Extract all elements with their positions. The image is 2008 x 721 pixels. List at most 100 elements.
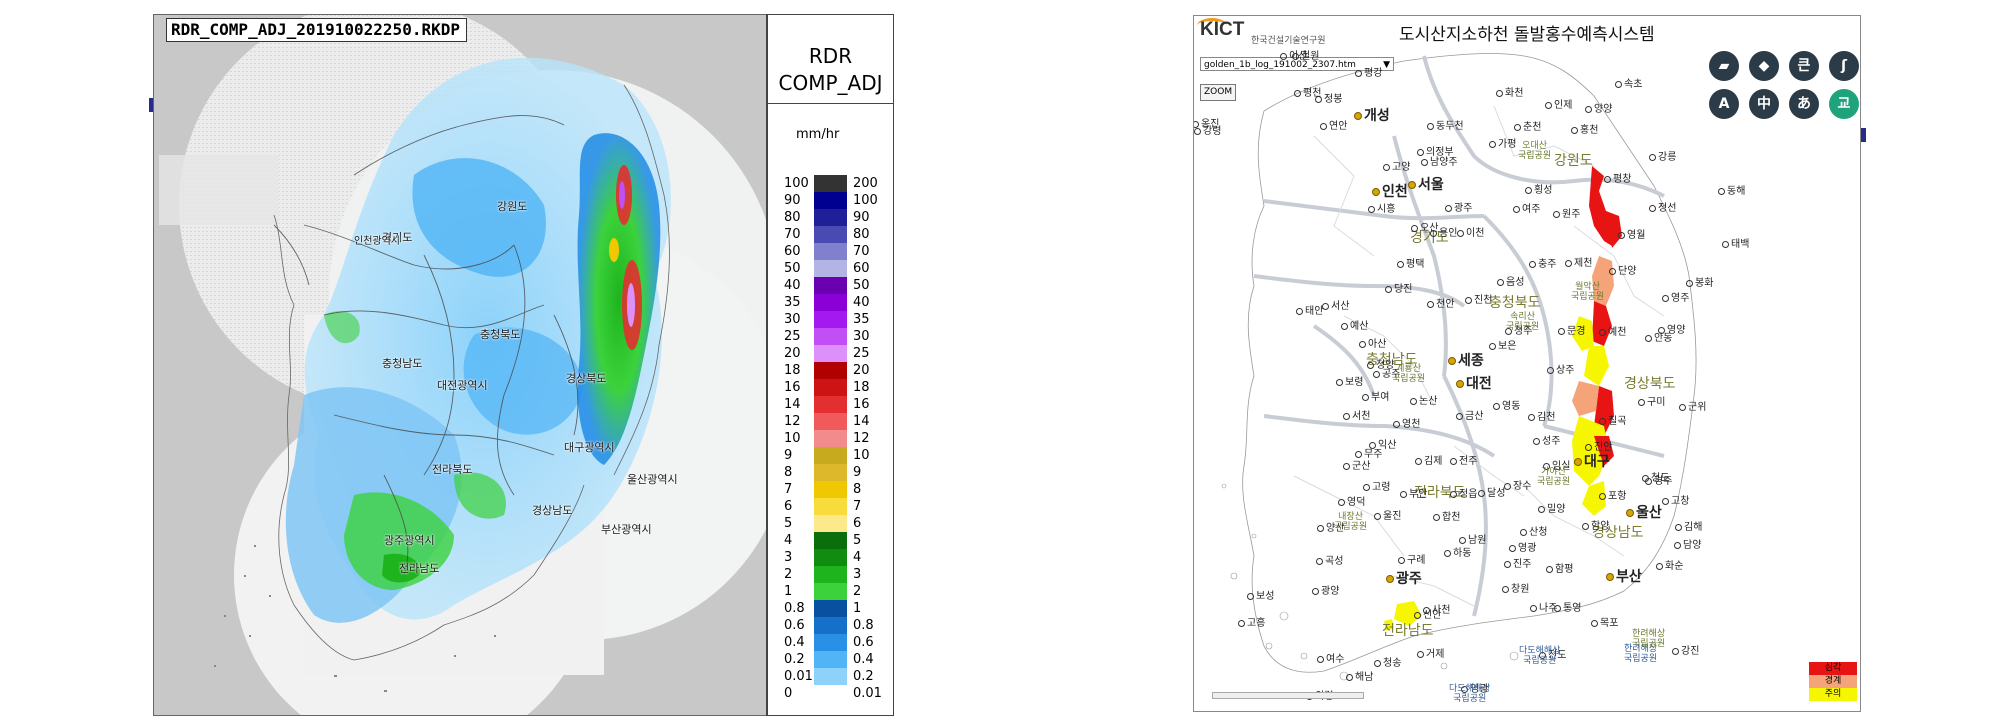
place-label: 나주 (1530, 603, 1557, 614)
panel-edge-marker (1861, 128, 1866, 142)
legend-lower-value: 40 (784, 278, 801, 293)
legend-row: 100 200 (768, 175, 893, 192)
legend-upper-value: 7 (853, 499, 862, 514)
place-label: 통영 (1554, 603, 1581, 614)
legend-row: 16 18 (768, 379, 893, 396)
place-marker-icon (1322, 302, 1329, 310)
legend-upper-value: 80 (853, 227, 870, 242)
place-marker-icon (1528, 413, 1535, 421)
legend-upper-value: 3 (853, 567, 862, 582)
place-label: 제천 (1565, 258, 1592, 269)
legend-row: 12 14 (768, 413, 893, 430)
place-marker-icon (1374, 512, 1381, 520)
place-marker-icon (1368, 205, 1375, 213)
place-marker-icon (1417, 148, 1424, 156)
tool-button-4[interactable]: ʃ (1829, 51, 1859, 81)
place-label: 해남 (1346, 672, 1373, 683)
place-marker-icon (1385, 285, 1392, 293)
kict-logo-swirl (1197, 18, 1227, 33)
tool-button-8[interactable]: 교 (1829, 89, 1859, 119)
city-label: 울산 (1626, 506, 1662, 520)
place-marker-icon (1359, 340, 1366, 348)
place-label: 평창 (1604, 174, 1631, 185)
place-marker-icon (1493, 402, 1500, 410)
place-marker-icon (1456, 412, 1463, 420)
place-label: 동해 (1718, 186, 1745, 197)
place-label: 익산 (1369, 440, 1396, 451)
coastline (273, 84, 670, 661)
legend-row: 35 40 (768, 294, 893, 311)
place-marker-icon (1558, 327, 1565, 335)
time-slider[interactable] (1212, 692, 1364, 699)
place-label: 진천 (1465, 295, 1492, 306)
place-label: 천안 (1427, 299, 1454, 310)
province-label: 경상남도 (1592, 525, 1644, 541)
flood-forecast-map: KICT 한국건설기술연구원 도시산지소하천 돌발홍수예측시스템 golden_… (1193, 15, 1861, 712)
region-label: 경상남도 (532, 504, 573, 517)
place-marker-icon (1530, 604, 1537, 612)
place-marker-icon (1538, 505, 1545, 513)
legend-upper-value: 30 (853, 329, 870, 344)
place-marker-icon (1410, 397, 1417, 405)
place-label: 공주 (1373, 369, 1400, 380)
zoom-button[interactable]: ZOOM (1200, 84, 1237, 101)
place-marker-icon (1529, 260, 1536, 268)
alert-level-0: 심각 (1809, 662, 1857, 675)
place-label: 속초 (1615, 79, 1642, 90)
place-marker-icon (1604, 175, 1611, 183)
place-label: 고흥 (1238, 618, 1265, 629)
legend-swatch (814, 396, 847, 413)
place-marker-icon (1571, 126, 1578, 134)
place-marker-icon (1415, 457, 1422, 465)
place-label: 오산 (1411, 223, 1438, 234)
legend-lower-value: 0.6 (784, 618, 805, 633)
legend-upper-value: 200 (853, 176, 878, 191)
place-label: 평택 (1397, 259, 1424, 270)
tool-button-6[interactable]: 中 (1749, 89, 1779, 119)
legend-upper-value: 35 (853, 312, 870, 327)
place-marker-icon (1582, 522, 1589, 530)
place-marker-icon (1369, 441, 1376, 449)
tool-button-5[interactable]: A (1709, 89, 1739, 119)
place-label: 철원 (1292, 51, 1319, 62)
tool-button-3[interactable]: 큰 (1789, 51, 1819, 81)
place-label: 고양 (1383, 162, 1410, 173)
legend-swatch (814, 685, 847, 702)
legend-row: 0.8 1 (768, 600, 893, 617)
place-label: 하동 (1444, 548, 1471, 559)
tool-button-1[interactable]: ▰ (1709, 51, 1739, 81)
sea-park-label: 한려해상 국립공원 (1624, 644, 1658, 664)
place-marker-icon (1599, 417, 1606, 425)
kict-org-name: 한국건설기술연구원 (1251, 36, 1326, 46)
place-marker-icon (1312, 587, 1319, 595)
place-label: 예천 (1599, 327, 1626, 338)
kict-logo: KICT (1200, 19, 1245, 40)
place-marker-icon (1520, 528, 1527, 536)
place-marker-icon (1433, 513, 1440, 521)
legend-upper-value: 2 (853, 584, 862, 599)
legend-lower-value: 8 (784, 465, 793, 480)
panel-edge-marker (149, 98, 154, 112)
legend-swatch (814, 192, 847, 209)
place-marker-icon (1427, 300, 1434, 308)
legend-swatch (814, 617, 847, 634)
region-label: 전라북도 (432, 463, 473, 476)
place-label: 남양주 (1421, 157, 1458, 168)
legend-upper-value: 0.6 (853, 635, 874, 650)
place-marker-icon (1554, 604, 1561, 612)
tool-button-2[interactable]: ◆ (1749, 51, 1779, 81)
legend-lower-value: 20 (784, 346, 801, 361)
place-marker-icon (1497, 278, 1504, 286)
place-label: 인제 (1545, 100, 1572, 111)
korea-base-map (1221, 53, 1697, 681)
place-marker-icon (1545, 101, 1552, 109)
place-marker-icon (1414, 611, 1421, 619)
legend-swatch (814, 379, 847, 396)
place-label: 청송 (1374, 658, 1401, 669)
legend-lower-value: 0.4 (784, 635, 805, 650)
place-label: 옹진 (1194, 119, 1219, 130)
tool-button-7[interactable]: あ (1789, 89, 1819, 119)
place-marker-icon (1341, 322, 1348, 330)
legend-swatch (814, 532, 847, 549)
place-label: 달성 (1478, 488, 1505, 499)
